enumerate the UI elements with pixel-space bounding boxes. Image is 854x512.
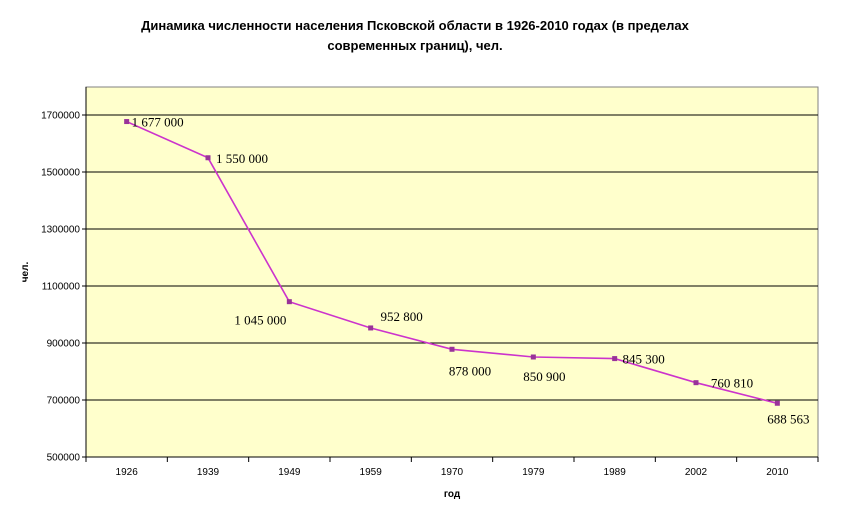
data-label: 1 550 000 xyxy=(216,151,268,166)
data-label: 878 000 xyxy=(449,363,491,378)
data-point-marker xyxy=(449,346,455,352)
data-point-marker xyxy=(612,356,618,362)
data-label: 1 677 000 xyxy=(132,115,184,130)
data-point-marker xyxy=(124,119,130,125)
data-markers xyxy=(124,119,780,406)
data-label: 850 900 xyxy=(523,369,565,384)
data-point-marker xyxy=(368,325,374,331)
y-tick-label: 1500000 xyxy=(41,168,80,179)
y-tick-label: 700000 xyxy=(47,396,81,407)
x-tick-labels: 1926 1939 1949 1959 1970 1979 1989 2002 2010 xyxy=(116,467,789,478)
plot-area xyxy=(85,86,819,458)
x-tick-label: 1959 xyxy=(360,467,383,478)
x-axis-label: год xyxy=(444,489,461,500)
axes xyxy=(85,87,819,462)
data-point-marker xyxy=(205,155,211,161)
y-tick-label: 1700000 xyxy=(41,111,80,122)
x-tick-label: 2010 xyxy=(766,467,789,478)
y-tick-label: 900000 xyxy=(47,339,81,350)
y-axis-label: чел. xyxy=(20,262,31,283)
chart-title-line2: современных границ), чел. xyxy=(327,38,503,53)
data-label: 760 810 xyxy=(711,376,753,391)
data-label: 1 045 000 xyxy=(234,313,286,328)
y-tick-label: 1300000 xyxy=(41,225,80,236)
chart-title: Динамика численности населения Псковской… xyxy=(100,16,730,56)
gridlines xyxy=(82,114,818,458)
x-tick-label: 1989 xyxy=(604,467,627,478)
y-tick-label: 1100000 xyxy=(42,282,81,293)
data-label: 688 563 xyxy=(767,411,809,426)
data-point-marker xyxy=(286,299,292,305)
data-label: 845 300 xyxy=(623,352,665,367)
x-tick-label: 1979 xyxy=(522,467,545,478)
x-tick-label: 1970 xyxy=(441,467,464,478)
data-point-marker xyxy=(530,354,536,360)
x-tick-label: 1949 xyxy=(278,467,301,478)
data-label: 952 800 xyxy=(381,309,423,324)
data-point-marker xyxy=(774,400,780,406)
x-tick-label: 1939 xyxy=(197,467,220,478)
x-tick-label: 1926 xyxy=(116,467,139,478)
y-tick-label: 500000 xyxy=(47,453,81,464)
data-point-marker xyxy=(693,380,699,386)
data-labels: 1 677 000 1 550 000 1 045 000 952 800 878 00… xyxy=(132,115,810,427)
chart-title-line1: Динамика численности населения Псковской… xyxy=(141,18,689,33)
x-tick-label: 2002 xyxy=(685,467,708,478)
y-tick-labels: 500000 700000 900000 1100000 1300000 1500000 1… xyxy=(41,111,80,464)
